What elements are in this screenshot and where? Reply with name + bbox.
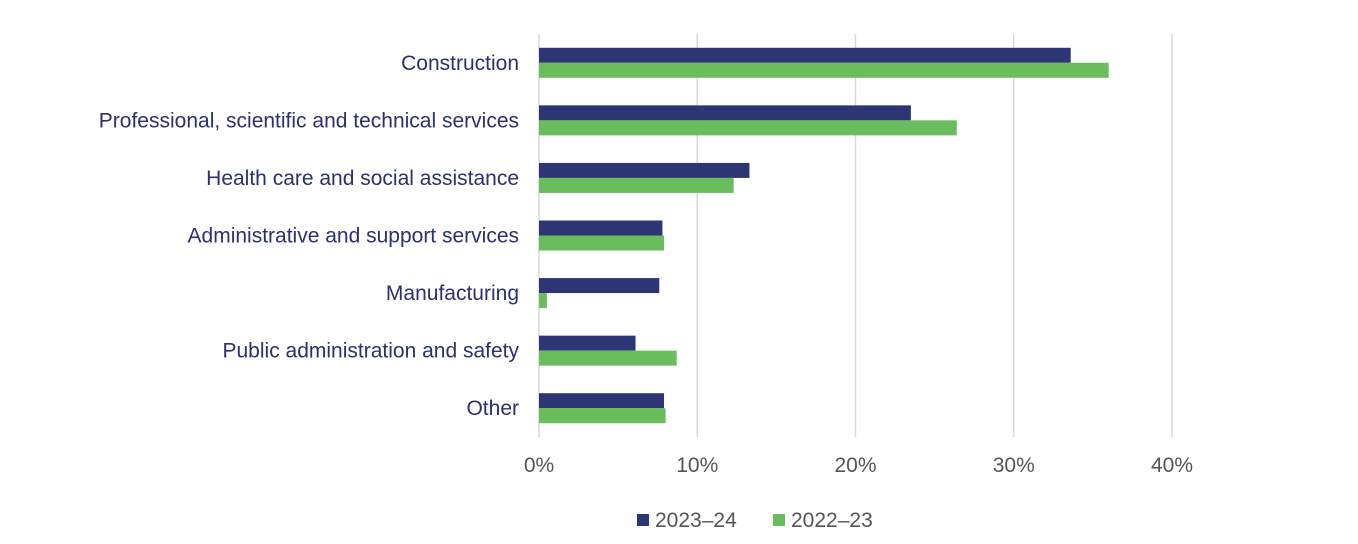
bar-series-1: [539, 162, 750, 178]
x-tick-label: 0%: [524, 454, 554, 477]
legend-swatch: [773, 514, 785, 526]
legend-swatch: [637, 514, 649, 526]
x-tick-labels: 0% 10% 20% 30% 40%: [524, 454, 1193, 477]
x-tick-label: 10%: [676, 454, 718, 477]
bar-series-2: [539, 177, 734, 193]
x-tick-label: 20%: [834, 454, 876, 477]
category-labels: Construction Professional, scientific and…: [99, 52, 520, 420]
bars: [539, 47, 1109, 424]
legend: 2023–24 2022–23: [637, 509, 873, 532]
bar-series-2: [539, 350, 677, 366]
bar-series-1: [539, 278, 660, 294]
category-label: Other: [466, 397, 519, 420]
legend-label: 2022–23: [791, 509, 873, 532]
bar-series-1: [539, 105, 911, 121]
bar-series-1: [539, 47, 1071, 63]
bar-series-1: [539, 393, 665, 409]
category-label: Construction: [401, 52, 519, 75]
category-label: Health care and social assistance: [206, 167, 519, 190]
bar-series-2: [539, 408, 666, 424]
category-label: Professional, scientific and technical s…: [99, 109, 519, 132]
category-label: Public administration and safety: [223, 340, 520, 363]
gridlines: [538, 34, 1173, 437]
x-tick-label: 30%: [993, 454, 1035, 477]
bar-series-1: [539, 220, 663, 236]
x-tick-label: 40%: [1151, 454, 1193, 477]
bar-series-2: [539, 120, 957, 136]
bar-series-2: [539, 235, 665, 251]
bar-series-2: [539, 62, 1109, 78]
bar-series-2: [539, 293, 547, 309]
legend-label: 2023–24: [655, 509, 737, 532]
category-label: Manufacturing: [386, 282, 519, 305]
bar-series-1: [539, 335, 636, 351]
category-label: Administrative and support services: [188, 225, 519, 248]
